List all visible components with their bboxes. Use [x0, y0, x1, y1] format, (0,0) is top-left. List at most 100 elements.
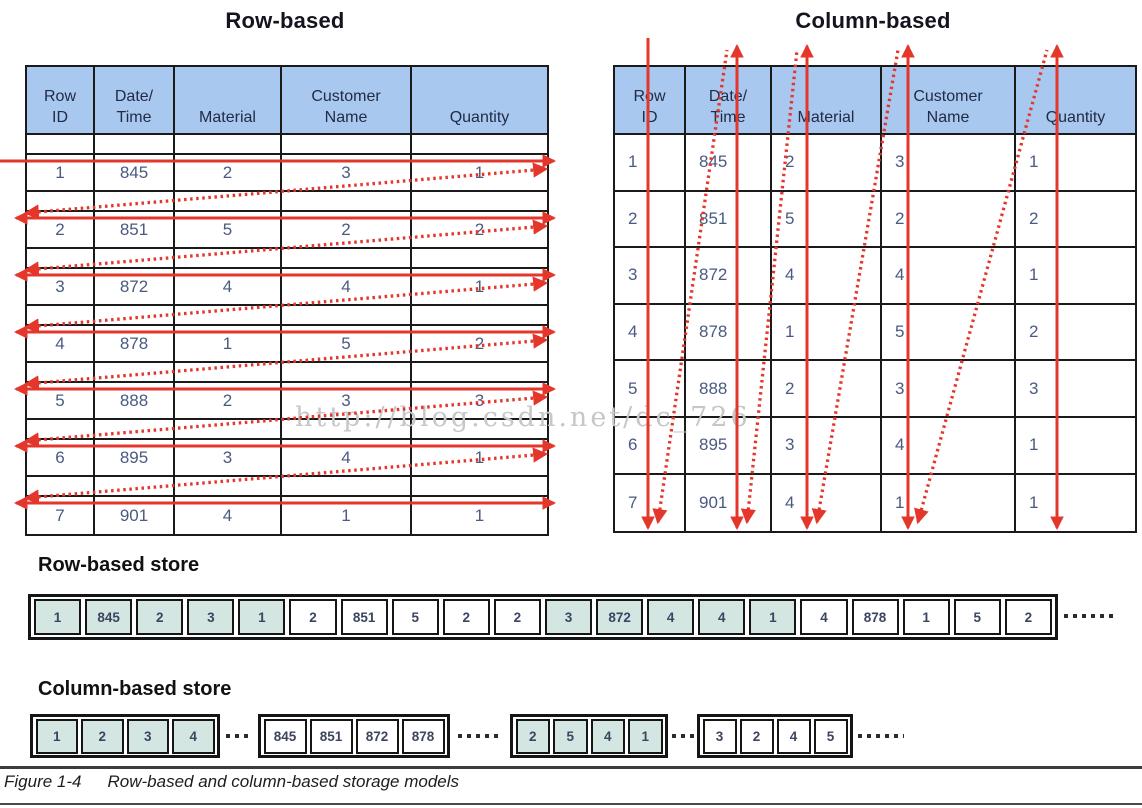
table-cell: 845 — [95, 155, 175, 192]
table-cell: 4 — [175, 497, 282, 534]
table-cell: 1 — [1016, 418, 1135, 475]
spacer-cell — [282, 192, 412, 212]
store-cell: 1 — [34, 599, 82, 635]
table-cell: 2 — [282, 212, 412, 249]
spacer-cell — [175, 249, 282, 269]
table-cell: 3 — [772, 417, 882, 475]
table-cell: 845 — [686, 135, 772, 192]
spacer-cell — [95, 192, 175, 212]
store-cell: 3 — [702, 718, 737, 754]
table-cell: 878 — [95, 326, 175, 363]
spacer-cell — [175, 420, 282, 440]
table-cell: 3 — [1016, 361, 1135, 418]
spacer-cell — [27, 306, 95, 326]
row-store-heading: Row-based store — [38, 554, 200, 576]
store-cell: 2 — [136, 599, 184, 635]
column-store-block: 845 851 872 878 — [258, 714, 450, 758]
store-cell: 872 — [596, 599, 644, 635]
store-cell: 4 — [590, 718, 625, 754]
table-cell: 1 — [282, 497, 412, 534]
ellipsis-dots — [858, 734, 904, 738]
store-cell: 845 — [85, 599, 133, 635]
table-cell: 1 — [412, 269, 547, 306]
spacer-cell — [95, 306, 175, 326]
table-cell: 2 — [882, 191, 1016, 249]
row-store-strip: 1 845 2 3 1 2 851 5 2 2 3 872 4 4 1 4 878 1 5 2 — [28, 594, 1058, 640]
spacer-cell — [282, 135, 412, 155]
spacer-cell — [412, 135, 547, 155]
table-cell: 872 — [686, 248, 772, 305]
table-cell: 1 — [1016, 135, 1135, 192]
spacer-cell — [95, 420, 175, 440]
table-cell: 1 — [1029, 492, 1039, 512]
spacer-cell — [282, 477, 412, 497]
table-cell: 1 — [27, 155, 95, 192]
table-cell: 7 — [615, 474, 686, 532]
store-cell: 3 — [187, 599, 235, 635]
table-cell: 1 — [882, 474, 1016, 532]
store-cell: 845 — [263, 718, 307, 754]
spacer-cell — [95, 363, 175, 383]
ellipsis-dots — [672, 734, 694, 738]
table-cell: 2 — [175, 155, 282, 192]
header-cell: Row ID — [615, 67, 686, 135]
store-cell: 5 — [391, 599, 439, 635]
table-cell: 6 — [27, 440, 95, 477]
spacer-cell — [175, 477, 282, 497]
table-cell: 2 — [175, 383, 282, 420]
spacer-cell — [27, 249, 95, 269]
watermark-text: http://blog.csdn.net/dc_726 — [295, 402, 751, 433]
spacer-cell — [27, 420, 95, 440]
header-cell: Material — [175, 67, 282, 135]
store-cell: 878 — [851, 599, 899, 635]
header-cell: Date/Time — [95, 67, 175, 135]
store-cell: 2 — [515, 718, 550, 754]
table-cell: 2 — [615, 191, 686, 249]
header-cell: Row ID — [27, 67, 95, 135]
table-cell: 3 — [882, 361, 1016, 418]
store-cell: 851 — [340, 599, 388, 635]
store-cell: 851 — [309, 718, 353, 754]
table-cell: 4 — [772, 248, 882, 305]
store-cell: 2 — [739, 718, 774, 754]
table-cell: 2 — [412, 326, 547, 363]
spacer-cell — [27, 192, 95, 212]
table-cell: 1 — [412, 155, 547, 192]
spacer-cell — [412, 477, 547, 497]
header-cell: Customer Name — [882, 67, 1016, 135]
table-cell: 888 — [95, 383, 175, 420]
table-cell: 4 — [27, 326, 95, 363]
table-cell: 4 — [175, 269, 282, 306]
store-cell: 1 — [35, 718, 78, 754]
table-cell: 5 — [27, 383, 95, 420]
spacer-cell — [95, 477, 175, 497]
table-cell: 4 — [615, 304, 686, 362]
ellipsis-dots — [226, 734, 252, 738]
store-cell: 1 — [238, 599, 286, 635]
figure-caption: Figure 1-4 Row-based and column-based sto… — [4, 772, 459, 792]
store-cell: 1 — [749, 599, 797, 635]
store-cell: 1 — [628, 718, 663, 754]
table-cell: 1 — [1016, 248, 1135, 305]
table-cell: 4 — [772, 474, 882, 532]
spacer-cell — [175, 363, 282, 383]
row-based-title: Row-based — [225, 8, 345, 33]
spacer-cell — [175, 306, 282, 326]
table-cell: 3 — [882, 135, 1016, 192]
spacer-cell — [95, 249, 175, 269]
store-cell: 2 — [493, 599, 541, 635]
header-cell: Material — [772, 67, 882, 135]
table-cell: 1 — [772, 304, 882, 362]
table-cell: 5 — [175, 212, 282, 249]
table-cell: 4 — [882, 248, 1016, 305]
table-cell: 901 — [95, 497, 175, 534]
store-cell: 2 — [81, 718, 124, 754]
store-cell: 5 — [553, 718, 588, 754]
table-cell: 1 — [175, 326, 282, 363]
table-cell: 2 — [1016, 305, 1135, 362]
column-based-table: Row ID Date/Time Material Customer Name Quanti… — [613, 65, 1137, 534]
ellipsis-dots — [458, 734, 502, 738]
